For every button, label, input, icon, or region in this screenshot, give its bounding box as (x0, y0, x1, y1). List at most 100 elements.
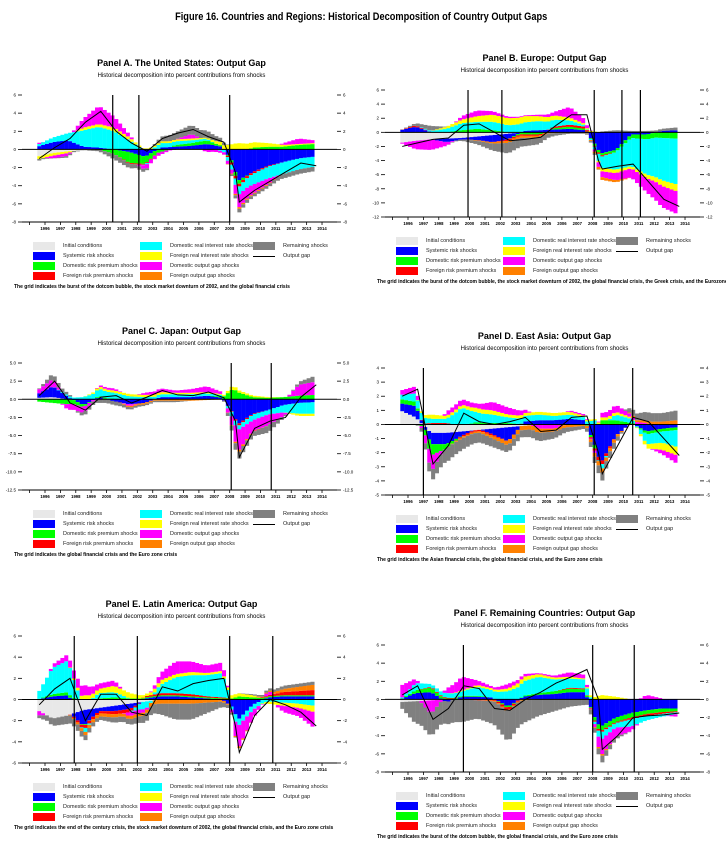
bar-segment (203, 673, 207, 675)
bar-segment (253, 704, 257, 709)
bar-segment (612, 180, 616, 182)
bar-segment (523, 410, 527, 413)
bar-segment (543, 699, 547, 714)
bar-segment (287, 692, 291, 696)
bar-segment (207, 703, 211, 713)
bar-segment (450, 424, 454, 432)
bar-segment (218, 702, 222, 708)
bar-segment (416, 124, 420, 126)
bar-segment (103, 399, 107, 403)
bar-segment (516, 415, 520, 418)
bar-segment (245, 716, 249, 730)
bar-segment (512, 118, 516, 125)
bar-segment (87, 725, 91, 728)
bar-segment (500, 704, 504, 706)
bar-segment (450, 685, 454, 693)
bar-segment (272, 149, 276, 164)
x-tick-label: 1996 (40, 767, 50, 772)
bar-segment (203, 139, 207, 141)
y-tick-label-left: 0 (13, 147, 16, 152)
bar-segment (412, 124, 416, 126)
bar-segment (496, 416, 500, 423)
y-tick-label-left: -8 (375, 770, 379, 775)
bar-segment (566, 679, 570, 688)
bar-segment (257, 702, 261, 706)
bar-segment (253, 194, 257, 197)
bar-segment (122, 710, 126, 713)
bar-segment (276, 420, 280, 424)
bar-segment (462, 405, 466, 408)
bar-segment (485, 136, 489, 142)
bar-segment (658, 179, 662, 184)
bar-segment (303, 399, 307, 402)
bar-segment (458, 406, 462, 409)
y-tick-label-left: 0 (376, 697, 379, 702)
x-tick-label: 2004 (526, 221, 536, 226)
bar-segment (516, 434, 520, 441)
bar-segment (37, 159, 41, 161)
bar-segment (114, 391, 118, 393)
bar-segment (493, 701, 497, 702)
bar-segment (153, 156, 157, 159)
bar-segment (658, 450, 662, 454)
bar-segment (137, 716, 141, 723)
bar-segment (80, 399, 84, 404)
bar-segment (95, 691, 99, 695)
bar-segment (157, 700, 161, 704)
bar-segment (295, 414, 299, 416)
bar-segment (496, 123, 500, 131)
y-tick-label-right: 3 (706, 380, 709, 385)
bar-segment (272, 180, 276, 183)
bar-segment (226, 413, 230, 416)
bar-segment (470, 132, 474, 137)
bar-segment (473, 686, 477, 688)
bar-segment (500, 439, 504, 440)
x-tick-label: 2009 (603, 221, 613, 226)
bar-segment (454, 122, 458, 125)
bar-segment (496, 142, 500, 144)
bar-segment (481, 142, 485, 147)
bar-segment (435, 692, 439, 693)
y-tick-label-left: -8 (12, 220, 16, 225)
bar-segment (489, 142, 493, 143)
bar-segment (149, 701, 153, 703)
bar-segment (600, 699, 604, 725)
bar-segment (80, 728, 84, 731)
bar-segment (118, 391, 122, 392)
bar-segment (145, 696, 149, 697)
bar-segment (658, 712, 662, 714)
bar-segment (481, 116, 485, 122)
bar-segment (604, 750, 608, 756)
bar-segment (295, 403, 299, 413)
bar-segment (489, 686, 493, 688)
x-tick-label: 2001 (117, 494, 127, 499)
bar-segment (145, 701, 149, 707)
bar-segment (446, 424, 450, 432)
bar-segment (80, 404, 84, 407)
bar-segment (287, 685, 291, 688)
y-tick-label-right: -4 (706, 158, 710, 163)
bar-segment (241, 694, 245, 697)
bar-segment (616, 434, 620, 436)
bar-segment (310, 144, 314, 149)
bar-segment (237, 719, 241, 725)
bar-segment (666, 188, 670, 210)
bar-segment (214, 702, 218, 709)
bar-segment (72, 400, 76, 404)
bar-segment (176, 693, 180, 695)
bar-segment (245, 393, 249, 395)
bar-segment (237, 393, 241, 400)
bar-segment (589, 437, 593, 438)
bar-segment (64, 655, 68, 661)
bar-segment (64, 392, 68, 395)
bar-segment (485, 424, 489, 429)
bar-segment (539, 673, 543, 674)
bar-segment (512, 133, 516, 136)
x-tick-label: 2012 (650, 776, 660, 781)
bar-segment (662, 699, 666, 708)
bar-segment (180, 393, 184, 394)
bar-segment (481, 141, 485, 142)
bar-segment (496, 701, 500, 702)
